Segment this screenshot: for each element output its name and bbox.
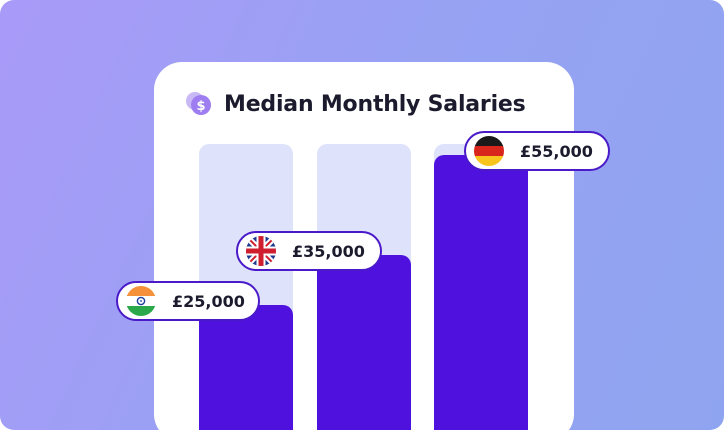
value-label-germany: £55,000 — [520, 141, 593, 161]
chart-title: Median Monthly Salaries — [224, 91, 526, 117]
bar-germany — [434, 155, 528, 430]
uk-flag-icon — [246, 236, 276, 266]
bar-india — [199, 305, 293, 430]
germany-flag-icon — [474, 136, 504, 166]
value-label-india: £25,000 — [172, 291, 245, 311]
value-label-uk: £35,000 — [292, 241, 365, 261]
bar-uk — [317, 255, 411, 430]
coin-dollar-icon: $ — [186, 92, 211, 115]
value-pill-germany: £55,000 — [464, 131, 610, 171]
value-pill-india: £25,000 — [116, 281, 260, 321]
india-flag-icon — [126, 286, 156, 316]
chart-header: $ Median Monthly Salaries — [184, 88, 526, 120]
value-pill-uk: £35,000 — [236, 231, 382, 271]
svg-text:$: $ — [196, 99, 205, 114]
